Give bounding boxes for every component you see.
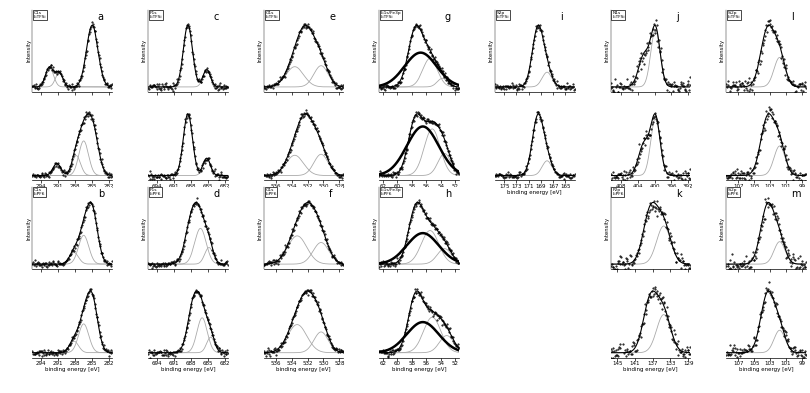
X-axis label: binding energy [eV]: binding energy [eV] — [392, 367, 446, 373]
Y-axis label: Intensity: Intensity — [26, 39, 31, 62]
Y-axis label: Intensity: Intensity — [720, 39, 725, 62]
Text: h: h — [445, 189, 451, 200]
Y-axis label: Intensity: Intensity — [604, 39, 609, 62]
Text: l: l — [791, 12, 795, 22]
X-axis label: binding energy [eV]: binding energy [eV] — [623, 190, 678, 195]
Text: F1s
LiTFSi: F1s LiTFSi — [150, 11, 162, 19]
X-axis label: binding energy [eV]: binding energy [eV] — [45, 190, 100, 195]
Y-axis label: Intensity: Intensity — [373, 217, 378, 240]
Text: a: a — [98, 12, 104, 22]
Text: m: m — [791, 189, 801, 200]
Text: C1s
LiTFSi: C1s LiTFSi — [34, 11, 47, 19]
Text: O1s
LiPF6: O1s LiPF6 — [265, 188, 277, 196]
Y-axis label: Intensity: Intensity — [258, 217, 262, 240]
X-axis label: binding energy [eV]: binding energy [eV] — [739, 190, 793, 195]
Text: e: e — [329, 12, 335, 22]
X-axis label: binding energy [eV]: binding energy [eV] — [739, 367, 793, 373]
Text: d: d — [213, 189, 220, 200]
Y-axis label: Intensity: Intensity — [258, 39, 262, 62]
Text: P2p
LiPF6: P2p LiPF6 — [612, 188, 624, 196]
Text: N1s
LiTFSi: N1s LiTFSi — [612, 11, 625, 19]
Text: g: g — [445, 12, 451, 22]
Text: C1s
LiPF6: C1s LiPF6 — [34, 188, 45, 196]
Text: b: b — [98, 189, 104, 200]
Text: c: c — [213, 12, 219, 22]
Text: Si2p
LiTFSi: Si2p LiTFSi — [728, 11, 740, 19]
Text: S2p
LiTFSi: S2p LiTFSi — [497, 11, 509, 19]
X-axis label: binding energy [eV]: binding energy [eV] — [276, 190, 330, 195]
Text: Si2p
LiPF6: Si2p LiPF6 — [728, 188, 740, 196]
Text: k: k — [676, 189, 681, 200]
Y-axis label: Intensity: Intensity — [26, 217, 31, 240]
X-axis label: binding energy [eV]: binding energy [eV] — [276, 367, 330, 373]
Y-axis label: Intensity: Intensity — [142, 39, 147, 62]
Y-axis label: Intensity: Intensity — [373, 39, 378, 62]
X-axis label: binding energy [eV]: binding energy [eV] — [45, 367, 100, 373]
X-axis label: binding energy [eV]: binding energy [eV] — [160, 367, 215, 373]
Text: O1s
LiTFSi: O1s LiTFSi — [265, 11, 278, 19]
X-axis label: binding energy [eV]: binding energy [eV] — [160, 190, 215, 195]
Text: Li1s/Fe3p
LiPF6: Li1s/Fe3p LiPF6 — [381, 188, 402, 196]
Text: j: j — [676, 12, 679, 22]
Text: F1s
LiPF6: F1s LiPF6 — [150, 188, 161, 196]
Text: i: i — [561, 12, 563, 22]
Y-axis label: Intensity: Intensity — [142, 217, 147, 240]
Y-axis label: Intensity: Intensity — [720, 217, 725, 240]
X-axis label: binding energy [eV]: binding energy [eV] — [623, 367, 678, 373]
X-axis label: binding energy [eV]: binding energy [eV] — [392, 190, 446, 195]
Text: f: f — [329, 189, 332, 200]
Y-axis label: Intensity: Intensity — [488, 39, 493, 62]
X-axis label: binding energy [eV]: binding energy [eV] — [508, 190, 562, 195]
Y-axis label: Intensity: Intensity — [604, 217, 609, 240]
Text: Li1s/Fe3p
LiTFSi: Li1s/Fe3p LiTFSi — [381, 11, 402, 19]
